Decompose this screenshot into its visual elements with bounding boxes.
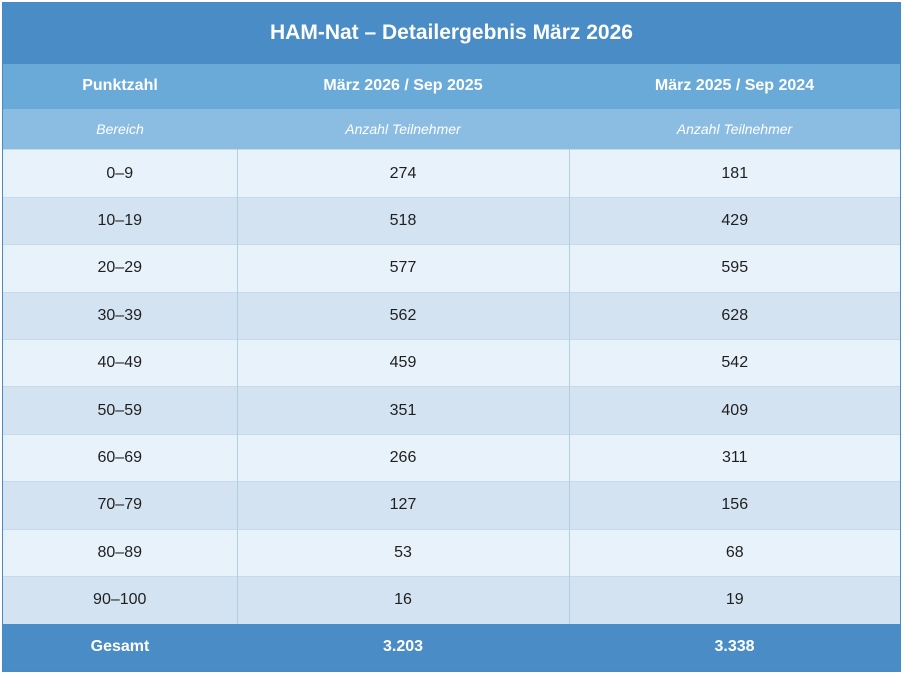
table-row: 80–89 53 68	[3, 528, 900, 577]
row-range: 60–69	[3, 433, 238, 482]
row-count-2026: 459	[237, 338, 570, 387]
table-total-row: Gesamt 3.203 3.338	[3, 623, 900, 671]
row-count-2025: 595	[569, 244, 900, 293]
table-title-row: HAM-Nat – Detailergebnis März 2026	[3, 3, 900, 64]
table-row: 70–79 127 156	[3, 481, 900, 530]
row-count-2026: 562	[237, 291, 570, 340]
row-range: 0–9	[3, 149, 238, 198]
subheader-anzahl-2026: Anzahl Teilnehmer	[237, 108, 569, 150]
result-table: HAM-Nat – Detailergebnis März 2026 Punkt…	[3, 3, 900, 671]
table-row: 50–59 351 409	[3, 386, 900, 435]
row-count-2025: 628	[569, 291, 900, 340]
row-count-2025: 542	[569, 338, 900, 387]
total-2026: 3.203	[237, 623, 569, 671]
row-range: 70–79	[3, 481, 238, 530]
total-2025: 3.338	[569, 623, 900, 671]
row-range: 40–49	[3, 338, 238, 387]
total-label: Gesamt	[3, 623, 237, 671]
row-range: 10–19	[3, 196, 238, 245]
subheader-anzahl-2025: Anzahl Teilnehmer	[569, 108, 900, 150]
row-count-2025: 181	[569, 149, 900, 198]
table-row: 0–9 274 181	[3, 149, 900, 198]
row-count-2026: 16	[237, 576, 570, 624]
row-count-2026: 274	[237, 149, 570, 198]
row-range: 30–39	[3, 291, 238, 340]
row-count-2026: 518	[237, 196, 570, 245]
row-count-2026: 577	[237, 244, 570, 293]
row-count-2025: 156	[569, 481, 900, 530]
table-row: 20–29 577 595	[3, 244, 900, 293]
row-count-2025: 409	[569, 386, 900, 435]
row-count-2026: 266	[237, 433, 570, 482]
table-row: 30–39 562 628	[3, 291, 900, 340]
header-maerz-2026: März 2026 / Sep 2025	[237, 63, 569, 109]
row-count-2025: 311	[569, 433, 900, 482]
header-maerz-2025: März 2025 / Sep 2024	[569, 63, 900, 109]
row-count-2026: 127	[237, 481, 570, 530]
table-row: 40–49 459 542	[3, 338, 900, 387]
subheader-bereich: Bereich	[3, 108, 237, 150]
row-range: 50–59	[3, 386, 238, 435]
table-row: 90–100 16 19	[3, 576, 900, 624]
table-row: 10–19 518 429	[3, 196, 900, 245]
table-title: HAM-Nat – Detailergebnis März 2026	[3, 3, 900, 64]
row-range: 80–89	[3, 528, 238, 577]
row-count-2026: 53	[237, 528, 570, 577]
header-punktzahl: Punktzahl	[3, 63, 237, 109]
row-count-2025: 19	[569, 576, 900, 624]
table-subheader-row: Bereich Anzahl Teilnehmer Anzahl Teilneh…	[3, 108, 900, 150]
table-row: 60–69 266 311	[3, 433, 900, 482]
row-count-2025: 68	[569, 528, 900, 577]
row-range: 20–29	[3, 244, 238, 293]
row-range: 90–100	[3, 576, 238, 624]
row-count-2025: 429	[569, 196, 900, 245]
row-count-2026: 351	[237, 386, 570, 435]
table-header-row: Punktzahl März 2026 / Sep 2025 März 2025…	[3, 63, 900, 109]
